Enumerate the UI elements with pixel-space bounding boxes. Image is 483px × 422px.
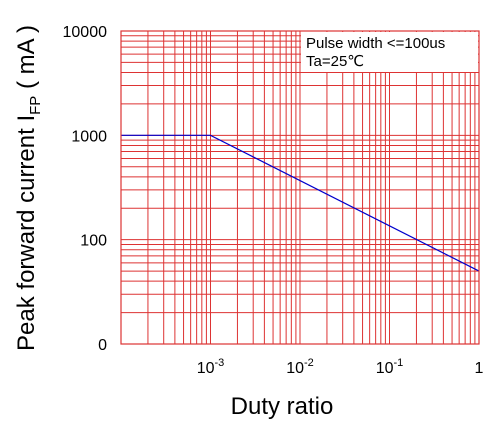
y-axis-title: Peak forward current IFP ( mA ) [13,25,44,351]
x-tick-label: 10-2 [286,357,314,377]
x-tick-exponent: -1 [394,357,404,369]
y-axis-title-suffix: ( mA ) [13,25,40,96]
x-tick-label: 10-1 [376,357,404,377]
x-tick-base: 10 [197,360,215,377]
y-tick-label: 1000 [71,128,107,145]
y-tick-label: 0 [98,337,107,354]
annotation-text-2: Ta=25℃ [306,53,364,70]
annotation-text-1: Pulse width <=100us [306,35,445,52]
annotation-background [301,32,478,72]
y-axis-title-subscript: FP [27,96,44,115]
series-line-1 [121,134,480,272]
series-group [121,134,480,272]
x-tick-exponent: -2 [304,357,314,369]
x-tick-exponent: -3 [215,357,225,369]
y-axis-title-prefix: Peak forward current I [13,115,40,351]
x-axis-title: Duty ratio [231,393,334,420]
x-tick-base: 1 [475,360,483,377]
grid [121,31,479,344]
y-tick-label: 100 [80,233,107,250]
x-tick-labels: 10-3 10-2 10-1 1 [197,357,483,377]
x-tick-label: 1 [475,360,483,377]
plot-frame [120,30,480,345]
y-tick-label: 10000 [63,24,108,41]
x-tick-base: 10 [286,360,304,377]
x-tick-base: 10 [376,360,394,377]
x-tick-label: 10-3 [197,357,225,377]
